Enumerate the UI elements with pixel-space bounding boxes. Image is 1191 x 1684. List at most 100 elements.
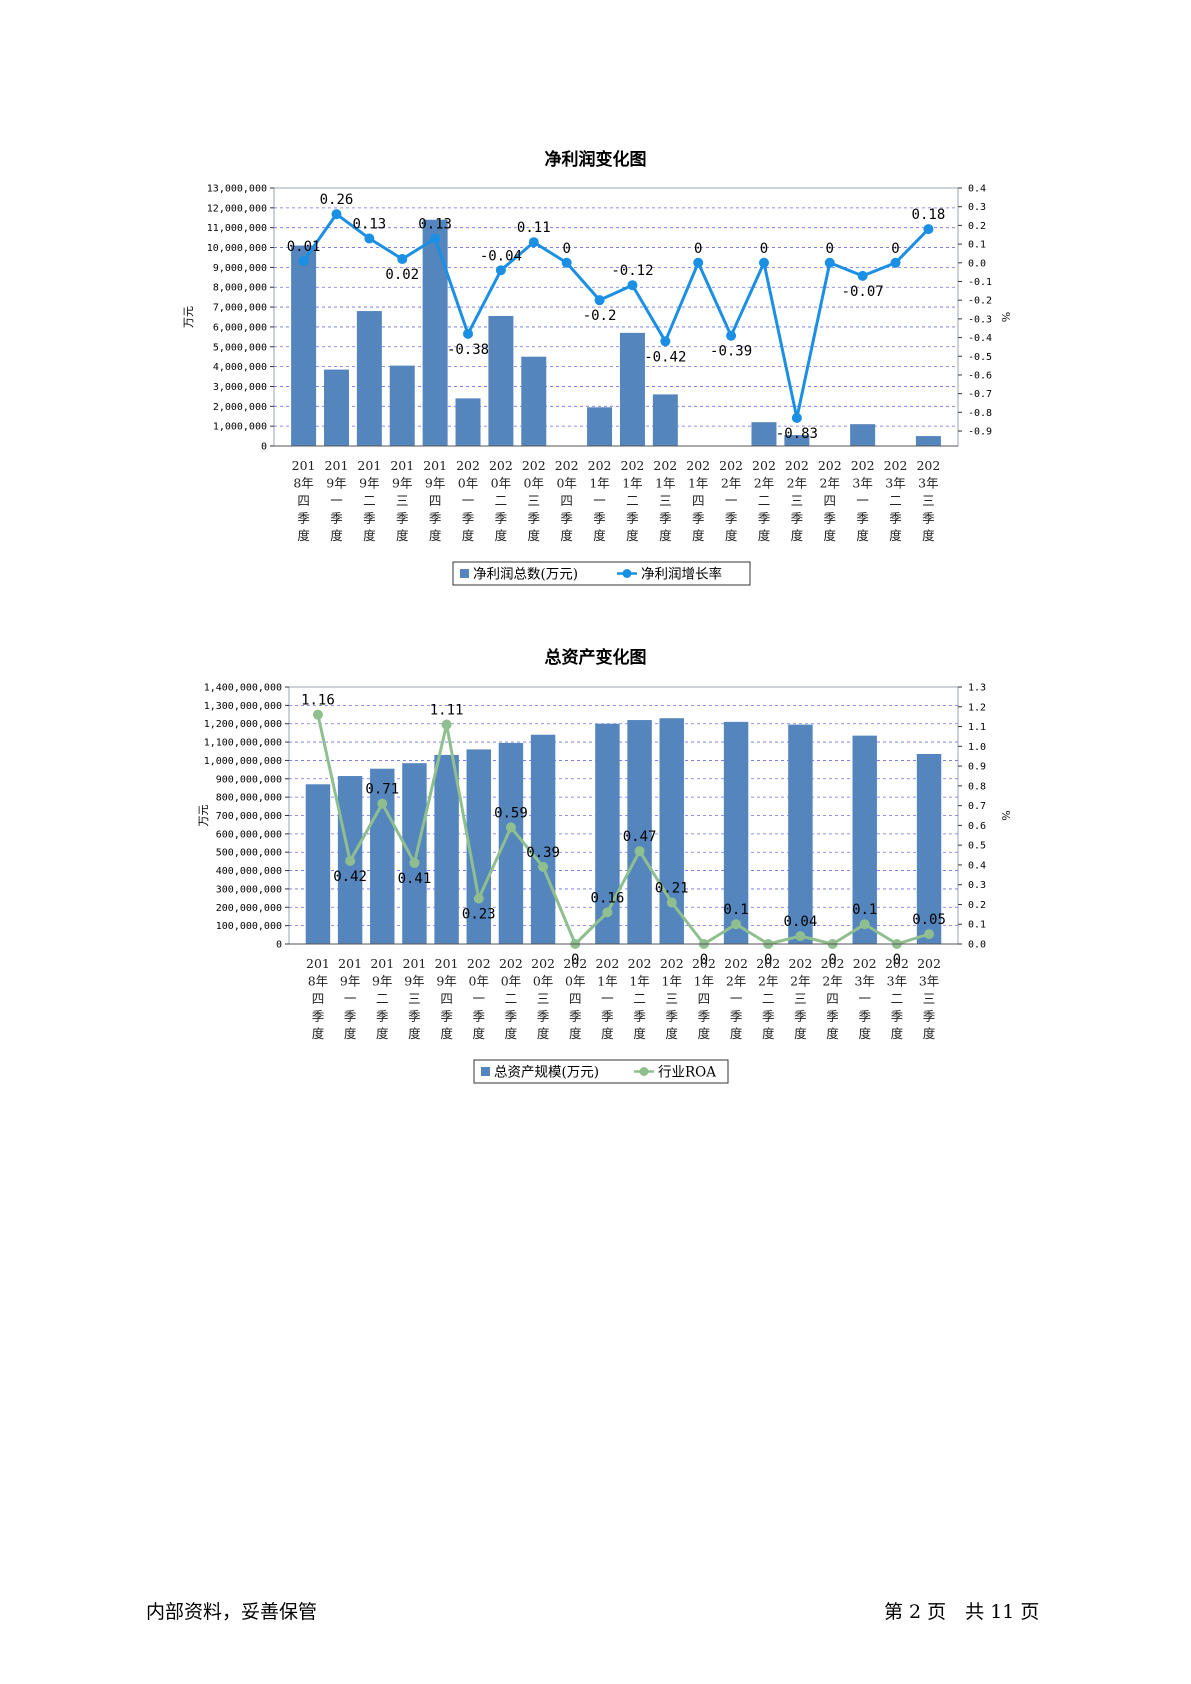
legend-box [473, 1059, 729, 1084]
x-tick-label: 2年 [790, 974, 810, 989]
y2-tick-label: -0.7 [968, 389, 992, 400]
x-tick-label: 度 [823, 528, 836, 543]
x-tick-label: 二 [505, 991, 518, 1006]
x-tick-label: 201 [370, 956, 394, 971]
x-tick-label: 季 [794, 1009, 807, 1024]
line-point [441, 719, 452, 730]
x-tick-label: 季 [408, 1009, 421, 1024]
x-tick-label: 二 [633, 991, 646, 1006]
x-tick-label: 1年 [688, 476, 708, 491]
line-point [463, 328, 474, 339]
x-tick-label: 201 [435, 956, 459, 971]
x-tick-label: 202 [522, 458, 546, 473]
x-tick-label: 8年 [308, 974, 328, 989]
x-tick-label: 202 [456, 458, 480, 473]
y2-tick-label: -0.5 [968, 352, 992, 363]
data-label: 0 [893, 952, 901, 968]
x-tick-label: 度 [698, 1026, 711, 1041]
y2-tick-label: 0.1 [968, 240, 986, 251]
x-tick-label: 202 [719, 458, 743, 473]
y2-tick-label: -0.3 [968, 314, 992, 325]
y2-tick-label: 1.1 [968, 722, 986, 733]
line-point [923, 224, 934, 235]
x-tick-label: 202 [499, 956, 523, 971]
x-tick-label: 一 [858, 991, 871, 1006]
bar [619, 332, 645, 446]
x-tick-label: 201 [403, 956, 427, 971]
x-tick-label: 201 [357, 458, 381, 473]
x-tick-label: 2年 [820, 476, 840, 491]
y-tick-label: 700,000,000 [216, 811, 282, 822]
y-tick-label: 1,000,000,000 [204, 756, 282, 767]
bar [455, 398, 481, 446]
y2-tick-label: 0.4 [968, 860, 986, 871]
line-point [824, 257, 835, 268]
data-label: 0.41 [398, 871, 432, 887]
y2-tick-label: -0.2 [968, 296, 992, 307]
x-tick-label: 度 [363, 528, 376, 543]
x-tick-label: 度 [312, 1026, 325, 1041]
y-tick-label: 7,000,000 [213, 303, 267, 314]
x-tick-label: 度 [569, 1026, 582, 1041]
x-tick-label: 度 [495, 528, 508, 543]
x-tick-label: 三 [659, 493, 672, 508]
x-tick-label: 202 [588, 458, 612, 473]
line-point [634, 846, 645, 857]
legend-bar-swatch [481, 1067, 490, 1076]
y-tick-label: 1,400,000,000 [204, 683, 282, 694]
x-tick-label: 3年 [852, 476, 872, 491]
x-tick-label: 2年 [726, 974, 746, 989]
bar [402, 763, 427, 944]
x-tick-label: 202 [785, 458, 809, 473]
x-tick-label: 0年 [458, 476, 478, 491]
x-tick-label: 202 [756, 956, 780, 971]
x-tick-label: 季 [922, 511, 935, 526]
plot-area [288, 686, 959, 945]
data-label: 0 [562, 241, 570, 257]
x-tick-label: 一 [725, 493, 738, 508]
data-label: -0.38 [447, 342, 489, 358]
data-label: 0.18 [912, 207, 946, 223]
data-label: 0.16 [591, 890, 625, 906]
y-tick-label: 8,000,000 [213, 283, 267, 294]
bar [587, 407, 613, 446]
x-tick-label: 一 [473, 991, 486, 1006]
x-tick-label: 四 [297, 493, 310, 508]
x-tick-label: 3年 [885, 476, 905, 491]
data-label: -0.39 [710, 344, 752, 360]
line-point [602, 907, 613, 918]
legend-line-marker [639, 1067, 649, 1076]
data-label: 0.26 [320, 192, 354, 208]
data-label: 0.05 [912, 912, 946, 928]
y-tick-label: 1,000,000 [213, 422, 267, 433]
x-tick-label: 度 [856, 528, 869, 543]
y2-tick-label: -0.6 [968, 370, 992, 381]
x-tick-label: 度 [725, 528, 738, 543]
line-point [298, 255, 309, 266]
bar [488, 316, 514, 446]
x-tick-label: 季 [495, 511, 508, 526]
line-point [473, 893, 484, 904]
x-tick-label: 2年 [758, 974, 778, 989]
line-point [890, 257, 901, 268]
y-tick-label: 200,000,000 [216, 903, 282, 914]
x-tick-label: 度 [505, 1026, 518, 1041]
bar [852, 735, 877, 944]
data-label: 0.42 [333, 869, 367, 885]
x-tick-label: 季 [725, 511, 738, 526]
series-line [302, 212, 930, 420]
x-tick-label: 季 [528, 511, 541, 526]
line-point [312, 709, 323, 720]
data-label: 0.23 [462, 907, 496, 923]
x-tick-label: 三 [528, 493, 541, 508]
data-label: -0.07 [842, 284, 884, 300]
line-point [561, 257, 572, 268]
y-tick-label: 1,200,000,000 [204, 719, 282, 730]
x-tick-label: 度 [462, 528, 475, 543]
x-tick-label: 四 [698, 991, 711, 1006]
x-tick-label: 201 [390, 458, 414, 473]
x-tick-label: 季 [823, 511, 836, 526]
x-tick-label: 二 [626, 493, 639, 508]
x-tick-label: 202 [467, 956, 491, 971]
x-tick-label: 202 [621, 458, 645, 473]
